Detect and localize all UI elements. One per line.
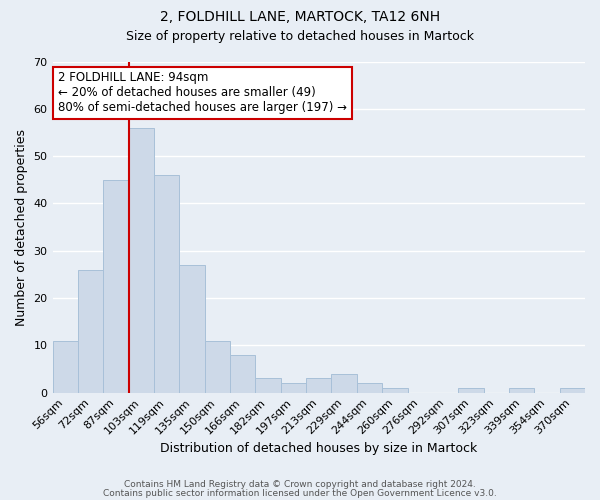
Bar [560,388,585,392]
Bar [205,340,230,392]
Bar [306,378,331,392]
Bar [154,175,179,392]
Bar [128,128,154,392]
Bar [281,383,306,392]
Text: Contains public sector information licensed under the Open Government Licence v3: Contains public sector information licen… [103,488,497,498]
Bar [509,388,534,392]
Text: Size of property relative to detached houses in Martock: Size of property relative to detached ho… [126,30,474,43]
Text: 2, FOLDHILL LANE, MARTOCK, TA12 6NH: 2, FOLDHILL LANE, MARTOCK, TA12 6NH [160,10,440,24]
Bar [53,340,78,392]
X-axis label: Distribution of detached houses by size in Martock: Distribution of detached houses by size … [160,442,478,455]
Bar [331,374,357,392]
Text: 2 FOLDHILL LANE: 94sqm
← 20% of detached houses are smaller (49)
80% of semi-det: 2 FOLDHILL LANE: 94sqm ← 20% of detached… [58,72,347,114]
Bar [256,378,281,392]
Bar [230,355,256,393]
Bar [458,388,484,392]
Bar [179,265,205,392]
Y-axis label: Number of detached properties: Number of detached properties [15,128,28,326]
Bar [78,270,103,392]
Text: Contains HM Land Registry data © Crown copyright and database right 2024.: Contains HM Land Registry data © Crown c… [124,480,476,489]
Bar [357,383,382,392]
Bar [103,180,128,392]
Bar [382,388,407,392]
